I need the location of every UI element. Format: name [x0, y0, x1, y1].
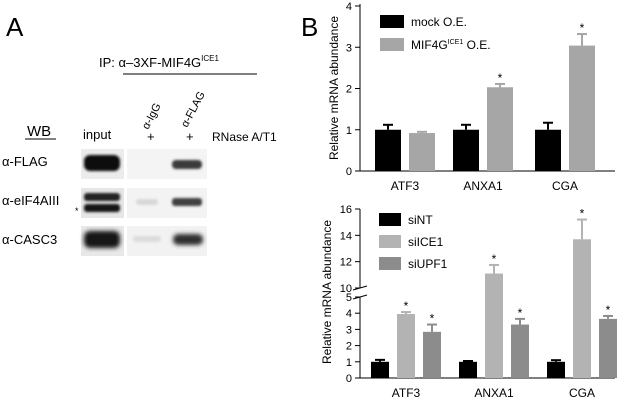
bar-siupf1-atf3	[423, 331, 441, 378]
bar-mif4gice1-o-e-cga	[569, 45, 595, 171]
blot-band	[84, 231, 120, 248]
x-tick-label: CGA	[569, 386, 595, 400]
y-tick-label: 2	[346, 84, 352, 96]
row-label-flag: α-FLAG	[2, 154, 48, 169]
blot-band	[172, 160, 202, 169]
blot-band	[172, 198, 202, 206]
blot-band	[84, 155, 120, 171]
legend-label-mock: mock O.E.	[411, 15, 467, 29]
row-label-eif4aiii: α-eIF4AIII	[2, 193, 59, 208]
legend-label-siupf1: siUPF1	[408, 257, 448, 271]
y-tick-label: 0	[346, 373, 352, 385]
bar-sint-anxa1	[459, 361, 477, 378]
bar-sint-atf3	[371, 361, 389, 378]
bar-mock-o-e-cga	[535, 129, 561, 171]
blot-row-flag	[81, 149, 207, 179]
y-tick-label: 4	[346, 308, 352, 320]
legend-swatch-sint	[379, 213, 401, 226]
col-label-flag: α-FLAG	[179, 90, 208, 130]
bar-mock-o-e-anxa1	[453, 129, 479, 171]
top-bars: **	[375, 21, 595, 171]
bottom-ylabel: Relative mRNA abundance	[320, 220, 334, 364]
blot-row-eif4aiii	[81, 188, 207, 218]
blot-band	[84, 193, 120, 201]
legend-label-siice1: siICE1	[408, 235, 444, 249]
y-tick-label: 5	[346, 292, 352, 304]
bar-siice1-atf3	[397, 314, 415, 378]
y-tick-label: 2	[346, 341, 352, 353]
significance-star: *	[404, 299, 409, 313]
wb-label: WB	[27, 123, 51, 140]
x-tick-label: ANXA1	[463, 179, 503, 193]
legend-swatch-siice1	[379, 235, 401, 248]
y-tick-label: 1	[346, 357, 352, 369]
panel-b-label: B	[301, 12, 318, 42]
panel-a: A IP: α–3XF-MIF4GICE1 α-IgG α-FLAG WB in…	[2, 12, 277, 256]
significance-star: *	[606, 303, 611, 317]
legend-swatch-mock	[380, 15, 404, 28]
y-tick-label: 12	[340, 257, 352, 269]
x-tick-label: ATF3	[391, 179, 420, 193]
y-tick-label: 16	[340, 204, 352, 216]
x-tick-label: ATF3	[392, 386, 421, 400]
significance-star: *	[498, 71, 503, 85]
y-tick-label: 4	[346, 1, 352, 13]
col-label-input: input	[83, 127, 112, 142]
significance-star: *	[580, 21, 585, 35]
legend-swatch-siupf1	[379, 257, 401, 270]
col-label-igg: α-IgG	[140, 101, 164, 131]
significance-star: *	[580, 207, 585, 221]
bar-mock-o-e-atf3	[375, 129, 401, 171]
bar-siice1-cga	[573, 239, 591, 378]
x-tick-label: CGA	[552, 179, 578, 193]
rnase-plus-1: +	[147, 129, 155, 144]
y-tick-label: 10	[340, 283, 352, 295]
x-tick-label: ANXA1	[474, 386, 514, 400]
bottom-x-labels: ATF3 ANXA1 CGA	[392, 386, 595, 400]
blot-band	[136, 199, 158, 205]
top-y-ticks: 0 1 2 3 4	[346, 1, 360, 178]
significance-star: *	[492, 252, 497, 266]
y-tick-label: 3	[346, 324, 352, 336]
y-tick-label: 14	[340, 230, 352, 242]
blot-band	[173, 234, 203, 245]
blot-band	[84, 204, 120, 212]
significance-star: *	[430, 312, 435, 326]
bar-siupf1-anxa1	[511, 324, 529, 378]
top-x-labels: ATF3 ANXA1 CGA	[391, 179, 578, 193]
blot-band	[133, 236, 161, 242]
significance-star: *	[518, 306, 523, 320]
y-tick-label: 0	[346, 166, 352, 178]
y-tick-label: 3	[346, 42, 352, 54]
y-tick-label: 1	[346, 125, 352, 137]
bar-sint-cga	[547, 361, 565, 378]
bar-siupf1-cga	[599, 318, 617, 378]
legend-swatch-mif4g	[380, 38, 404, 51]
row-label-casc3: α-CASC3	[2, 232, 57, 247]
legend-label-mif4g: MIF4GICE1 O.E.	[411, 38, 491, 52]
rnase-plus-2: +	[186, 129, 194, 144]
row-note-star: *	[75, 206, 79, 216]
top-legend: mock O.E. MIF4GICE1 O.E.	[380, 15, 491, 52]
bar-mif4gice1-o-e-atf3	[409, 133, 435, 171]
top-ylabel: Relative mRNA abundance	[327, 16, 341, 160]
bottom-bars: * * * * * *	[371, 207, 617, 378]
blot-row-casc3	[81, 226, 207, 256]
rnase-label: RNase A/T1	[212, 130, 277, 144]
legend-label-sint: siNT	[408, 213, 433, 227]
panel-a-label: A	[6, 12, 24, 42]
blot-strip-input	[81, 188, 124, 218]
bar-mif4gice1-o-e-anxa1	[487, 87, 513, 171]
bottom-legend: siNT siICE1 siUPF1	[379, 213, 448, 271]
ip-label: IP: α–3XF-MIF4GICE1	[99, 54, 219, 70]
bar-siice1-anxa1	[485, 273, 503, 378]
